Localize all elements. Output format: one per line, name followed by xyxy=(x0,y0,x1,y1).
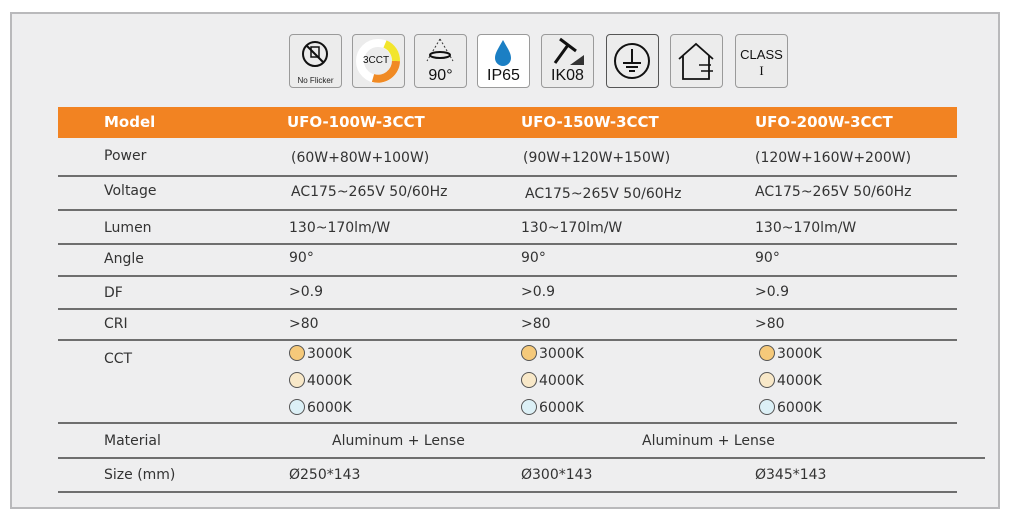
cct-option: 4000K xyxy=(759,372,822,389)
cct-value: 4000K xyxy=(307,373,352,389)
cell: (60W+80W+100W) xyxy=(291,150,430,166)
divider xyxy=(58,275,957,277)
cct-value: 3000K xyxy=(307,346,352,362)
spec-sheet-frame xyxy=(10,12,1000,509)
row-label-cct: CCT xyxy=(104,351,133,367)
cct-option: 4000K xyxy=(289,372,352,389)
ground-icon xyxy=(606,34,659,88)
beam-angle-icon: 90° xyxy=(414,34,467,88)
cct-option: 3000K xyxy=(289,345,352,362)
cct-color-swatch-icon xyxy=(759,345,775,361)
cell: Ø250*143 xyxy=(289,467,361,483)
divider xyxy=(58,339,957,341)
cell: 130~170lm/W xyxy=(521,220,623,236)
table-header: Model UFO-100W-3CCT UFO-150W-3CCT UFO-20… xyxy=(58,107,957,138)
cell: >80 xyxy=(289,316,319,332)
cct-value: 6000K xyxy=(777,400,822,416)
cell: Ø345*143 xyxy=(755,467,827,483)
cct-color-swatch-icon xyxy=(521,399,537,415)
row-label-lumen: Lumen xyxy=(104,220,152,236)
divider xyxy=(58,491,957,493)
cell: >0.9 xyxy=(755,284,789,300)
row-label-material: Material xyxy=(104,433,161,449)
cell: AC175~265V 50/60Hz xyxy=(291,184,448,200)
cct-option: 3000K xyxy=(521,345,584,362)
cell: 90° xyxy=(521,250,546,266)
cct-option: 6000K xyxy=(289,399,352,416)
cct-option: 3000K xyxy=(759,345,822,362)
cct-color-swatch-icon xyxy=(521,372,537,388)
cell: 90° xyxy=(289,250,314,266)
row-label-cri: CRI xyxy=(104,316,128,332)
cell: AC175~265V 50/60Hz xyxy=(755,184,912,200)
row-label-size: Size (mm) xyxy=(104,467,176,483)
divider xyxy=(58,422,957,424)
cell: (120W+160W+200W) xyxy=(755,150,912,166)
3cct-icon: 3CCT xyxy=(352,34,405,88)
cct-color-swatch-icon xyxy=(289,345,305,361)
cct-option: 6000K xyxy=(759,399,822,416)
header-col-2: UFO-150W-3CCT xyxy=(521,113,659,131)
cct-color-swatch-icon xyxy=(521,345,537,361)
divider xyxy=(58,209,957,211)
cct-option: 4000K xyxy=(521,372,584,389)
cct-value: 6000K xyxy=(307,400,352,416)
row-label-voltage: Voltage xyxy=(104,183,157,199)
divider xyxy=(58,457,985,459)
divider xyxy=(58,308,957,310)
cell: Aluminum + Lense xyxy=(642,433,775,449)
cell: 90° xyxy=(755,250,780,266)
header-col-3: UFO-200W-3CCT xyxy=(755,113,893,131)
cct-value: 3000K xyxy=(777,346,822,362)
cell: >0.9 xyxy=(521,284,555,300)
cell: >80 xyxy=(521,316,551,332)
ip65-icon: IP65 xyxy=(477,34,530,88)
cct-color-swatch-icon xyxy=(289,372,305,388)
cell: >0.9 xyxy=(289,284,323,300)
cct-color-swatch-icon xyxy=(759,372,775,388)
row-label-df: DF xyxy=(104,285,123,301)
ik08-icon: IK08 xyxy=(541,34,594,88)
cct-color-swatch-icon xyxy=(759,399,775,415)
indoor-icon xyxy=(670,34,723,88)
cell: Ø300*143 xyxy=(521,467,593,483)
cell: AC175~265V 50/60Hz xyxy=(525,186,682,202)
header-col-1: UFO-100W-3CCT xyxy=(287,113,425,131)
cell: Aluminum + Lense xyxy=(332,433,465,449)
row-label-angle: Angle xyxy=(104,251,144,267)
cct-option: 6000K xyxy=(521,399,584,416)
class-icon: CLASS I xyxy=(735,34,788,88)
cell: 130~170lm/W xyxy=(755,220,857,236)
cct-value: 3000K xyxy=(539,346,584,362)
no-flicker-icon: No Flicker xyxy=(289,34,342,88)
cell: >80 xyxy=(755,316,785,332)
cell: 130~170lm/W xyxy=(289,220,391,236)
cct-value: 4000K xyxy=(777,373,822,389)
cct-color-swatch-icon xyxy=(289,399,305,415)
cct-value: 6000K xyxy=(539,400,584,416)
divider xyxy=(58,175,957,177)
cell: (90W+120W+150W) xyxy=(523,150,671,166)
cct-value: 4000K xyxy=(539,373,584,389)
header-model: Model xyxy=(104,113,156,131)
divider xyxy=(58,243,957,245)
row-label-power: Power xyxy=(104,148,147,164)
